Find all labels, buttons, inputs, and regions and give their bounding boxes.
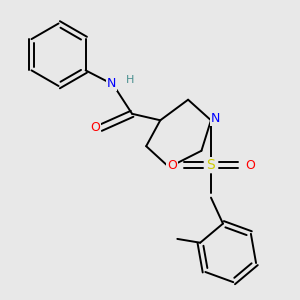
Text: O: O	[245, 159, 255, 172]
Text: H: H	[126, 75, 134, 85]
Text: N: N	[107, 77, 116, 90]
Text: O: O	[90, 121, 100, 134]
Text: O: O	[167, 159, 177, 172]
Text: N: N	[211, 112, 220, 125]
Text: S: S	[207, 158, 215, 172]
